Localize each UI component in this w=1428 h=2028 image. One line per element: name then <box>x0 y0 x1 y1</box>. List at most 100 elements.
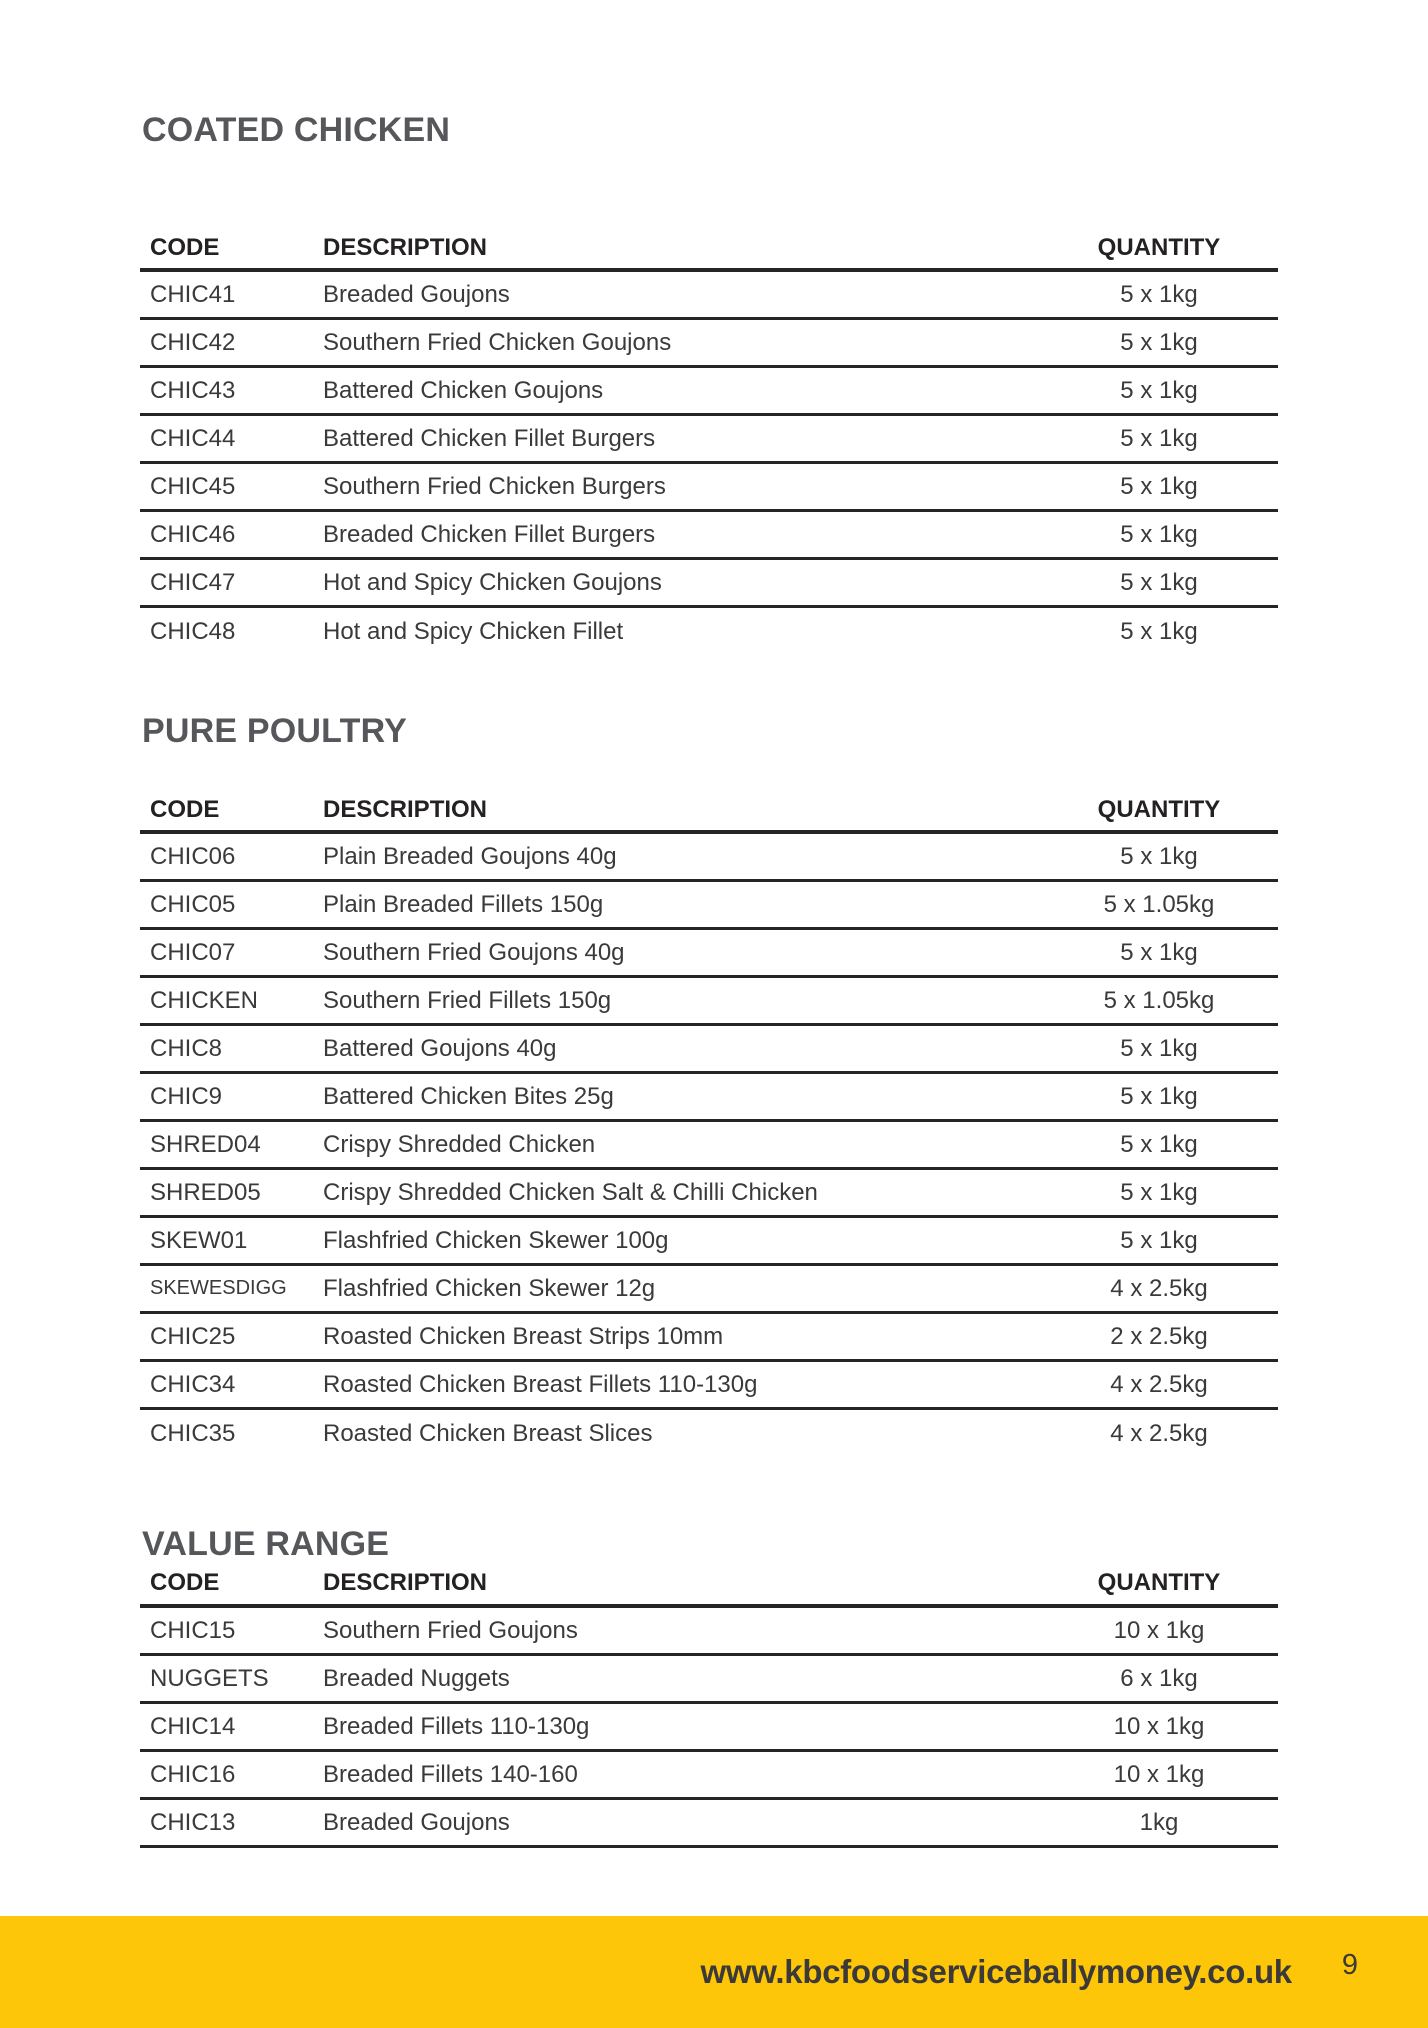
column-header-quantity: QUANTITY <box>1097 1569 1221 1596</box>
product-code: CHIC06 <box>150 842 236 870</box>
product-description: Breaded Fillets 140-160 <box>323 1760 578 1788</box>
product-description: Breaded Goujons <box>323 280 510 308</box>
product-code: CHIC05 <box>150 890 236 918</box>
product-code: CHIC25 <box>150 1322 236 1350</box>
product-quantity: 4 x 2.5kg <box>1110 1274 1208 1302</box>
table-row: CHIC05 Plain Breaded Fillets 150g 5 x 1.… <box>140 882 1278 930</box>
product-description: Breaded Goujons <box>323 1808 510 1836</box>
product-quantity: 4 x 2.5kg <box>1110 1420 1208 1447</box>
table-row: CHIC42 Southern Fried Chicken Goujons 5 … <box>140 320 1278 368</box>
product-code: CHIC42 <box>150 328 236 356</box>
table-row: CHIC43 Battered Chicken Goujons 5 x 1kg <box>140 368 1278 416</box>
product-quantity: 1kg <box>1139 1808 1179 1836</box>
product-quantity: 5 x 1kg <box>1120 520 1198 548</box>
table-header-row: CODE DESCRIPTION QUANTITY <box>140 228 1278 272</box>
table-row: CHIC14 Breaded Fillets 110-130g 10 x 1kg <box>140 1704 1278 1752</box>
table-row: CHIC9 Battered Chicken Bites 25g 5 x 1kg <box>140 1074 1278 1122</box>
coated-chicken-table: CODE DESCRIPTION QUANTITY CHIC41 Breaded… <box>140 228 1278 656</box>
product-quantity: 5 x 1kg <box>1120 280 1198 308</box>
product-description: Southern Fried Goujons <box>323 1616 578 1644</box>
product-quantity: 10 x 1kg <box>1113 1616 1205 1644</box>
page-number: 9 <box>1341 1948 1358 1981</box>
product-quantity: 5 x 1.05kg <box>1103 890 1215 918</box>
product-code: CHIC9 <box>150 1082 223 1110</box>
product-code: CHIC13 <box>150 1808 236 1836</box>
column-header-description: DESCRIPTION <box>323 234 488 261</box>
column-header-code: CODE <box>150 796 220 823</box>
table-row: NUGGETS Breaded Nuggets 6 x 1kg <box>140 1656 1278 1704</box>
product-code: CHIC45 <box>150 472 236 500</box>
product-code: CHIC41 <box>150 280 236 308</box>
product-description: Roasted Chicken Breast Slices <box>323 1420 653 1447</box>
product-description: Southern Fried Fillets 150g <box>323 986 612 1014</box>
table-row: CHIC07 Southern Fried Goujons 40g 5 x 1k… <box>140 930 1278 978</box>
product-quantity: 5 x 1kg <box>1120 328 1198 356</box>
column-header-quantity: QUANTITY <box>1097 796 1221 823</box>
table-row: SKEW01 Flashfried Chicken Skewer 100g 5 … <box>140 1218 1278 1266</box>
product-quantity: 5 x 1kg <box>1120 376 1198 404</box>
table-row: CHICKEN Southern Fried Fillets 150g 5 x … <box>140 978 1278 1026</box>
product-description: Southern Fried Goujons 40g <box>323 938 625 966</box>
product-code: CHIC46 <box>150 520 236 548</box>
product-code: NUGGETS <box>150 1664 269 1692</box>
table-row: CHIC8 Battered Goujons 40g 5 x 1kg <box>140 1026 1278 1074</box>
table-row: CHIC13 Breaded Goujons 1kg <box>140 1800 1278 1848</box>
product-quantity: 5 x 1kg <box>1120 842 1198 870</box>
product-code: CHIC44 <box>150 424 236 452</box>
product-quantity: 5 x 1kg <box>1120 472 1198 500</box>
product-description: Hot and Spicy Chicken Fillet <box>323 618 624 645</box>
product-description: Breaded Nuggets <box>323 1664 510 1692</box>
product-description: Southern Fried Chicken Burgers <box>323 472 666 500</box>
product-description: Roasted Chicken Breast Strips 10mm <box>323 1322 724 1350</box>
product-quantity: 5 x 1kg <box>1120 424 1198 452</box>
section-title-value-range: VALUE RANGE <box>142 1525 390 1563</box>
product-description: Plain Breaded Fillets 150g <box>323 890 604 918</box>
column-header-quantity: QUANTITY <box>1097 234 1221 261</box>
product-description: Crispy Shredded Chicken <box>323 1130 596 1158</box>
table-header-row: CODE DESCRIPTION QUANTITY <box>140 790 1278 834</box>
product-description: Battered Goujons 40g <box>323 1034 557 1062</box>
product-quantity: 5 x 1kg <box>1120 1034 1198 1062</box>
product-code: SKEW01 <box>150 1226 248 1254</box>
product-code: CHIC15 <box>150 1616 236 1644</box>
column-header-code: CODE <box>150 234 220 261</box>
section-title-coated-chicken: COATED CHICKEN <box>142 111 451 149</box>
product-code: CHIC07 <box>150 938 236 966</box>
product-code: SKEWESDIGG <box>150 1277 287 1299</box>
value-range-table: CODE DESCRIPTION QUANTITY CHIC15 Souther… <box>140 1562 1278 1848</box>
product-description: Breaded Chicken Fillet Burgers <box>323 520 656 548</box>
product-description: Hot and Spicy Chicken Goujons <box>323 568 662 596</box>
product-code: CHIC8 <box>150 1034 223 1062</box>
product-quantity: 5 x 1kg <box>1120 1226 1198 1254</box>
table-row: CHIC46 Breaded Chicken Fillet Burgers 5 … <box>140 512 1278 560</box>
product-code: CHIC14 <box>150 1712 236 1740</box>
product-quantity: 4 x 2.5kg <box>1110 1370 1208 1398</box>
product-description: Battered Chicken Goujons <box>323 376 604 404</box>
product-code: CHICKEN <box>150 986 259 1014</box>
pure-poultry-table: CODE DESCRIPTION QUANTITY CHIC06 Plain B… <box>140 790 1278 1458</box>
product-code: CHIC16 <box>150 1760 236 1788</box>
product-description: Battered Chicken Bites 25g <box>323 1082 614 1110</box>
table-row: CHIC47 Hot and Spicy Chicken Goujons 5 x… <box>140 560 1278 608</box>
product-code: CHIC48 <box>150 618 236 645</box>
product-description: Plain Breaded Goujons 40g <box>323 842 617 870</box>
product-quantity: 10 x 1kg <box>1113 1760 1205 1788</box>
product-quantity: 2 x 2.5kg <box>1110 1322 1208 1350</box>
product-quantity: 6 x 1kg <box>1120 1664 1198 1692</box>
table-row: CHIC15 Southern Fried Goujons 10 x 1kg <box>140 1608 1278 1656</box>
product-quantity: 5 x 1kg <box>1120 1082 1198 1110</box>
product-description: Breaded Fillets 110-130g <box>323 1712 590 1740</box>
table-row: CHIC48 Hot and Spicy Chicken Fillet 5 x … <box>140 608 1278 656</box>
product-quantity: 5 x 1kg <box>1120 1130 1198 1158</box>
product-quantity: 5 x 1kg <box>1120 1178 1198 1206</box>
product-code: SHRED04 <box>150 1130 261 1158</box>
product-code: CHIC34 <box>150 1370 236 1398</box>
product-quantity: 5 x 1kg <box>1120 938 1198 966</box>
product-description: Crispy Shredded Chicken Salt & Chilli Ch… <box>323 1178 818 1206</box>
table-row: CHIC45 Southern Fried Chicken Burgers 5 … <box>140 464 1278 512</box>
product-code: SHRED05 <box>150 1178 261 1206</box>
product-description: Flashfried Chicken Skewer 12g <box>323 1274 656 1302</box>
product-quantity: 5 x 1kg <box>1120 568 1198 596</box>
table-row: SHRED04 Crispy Shredded Chicken 5 x 1kg <box>140 1122 1278 1170</box>
